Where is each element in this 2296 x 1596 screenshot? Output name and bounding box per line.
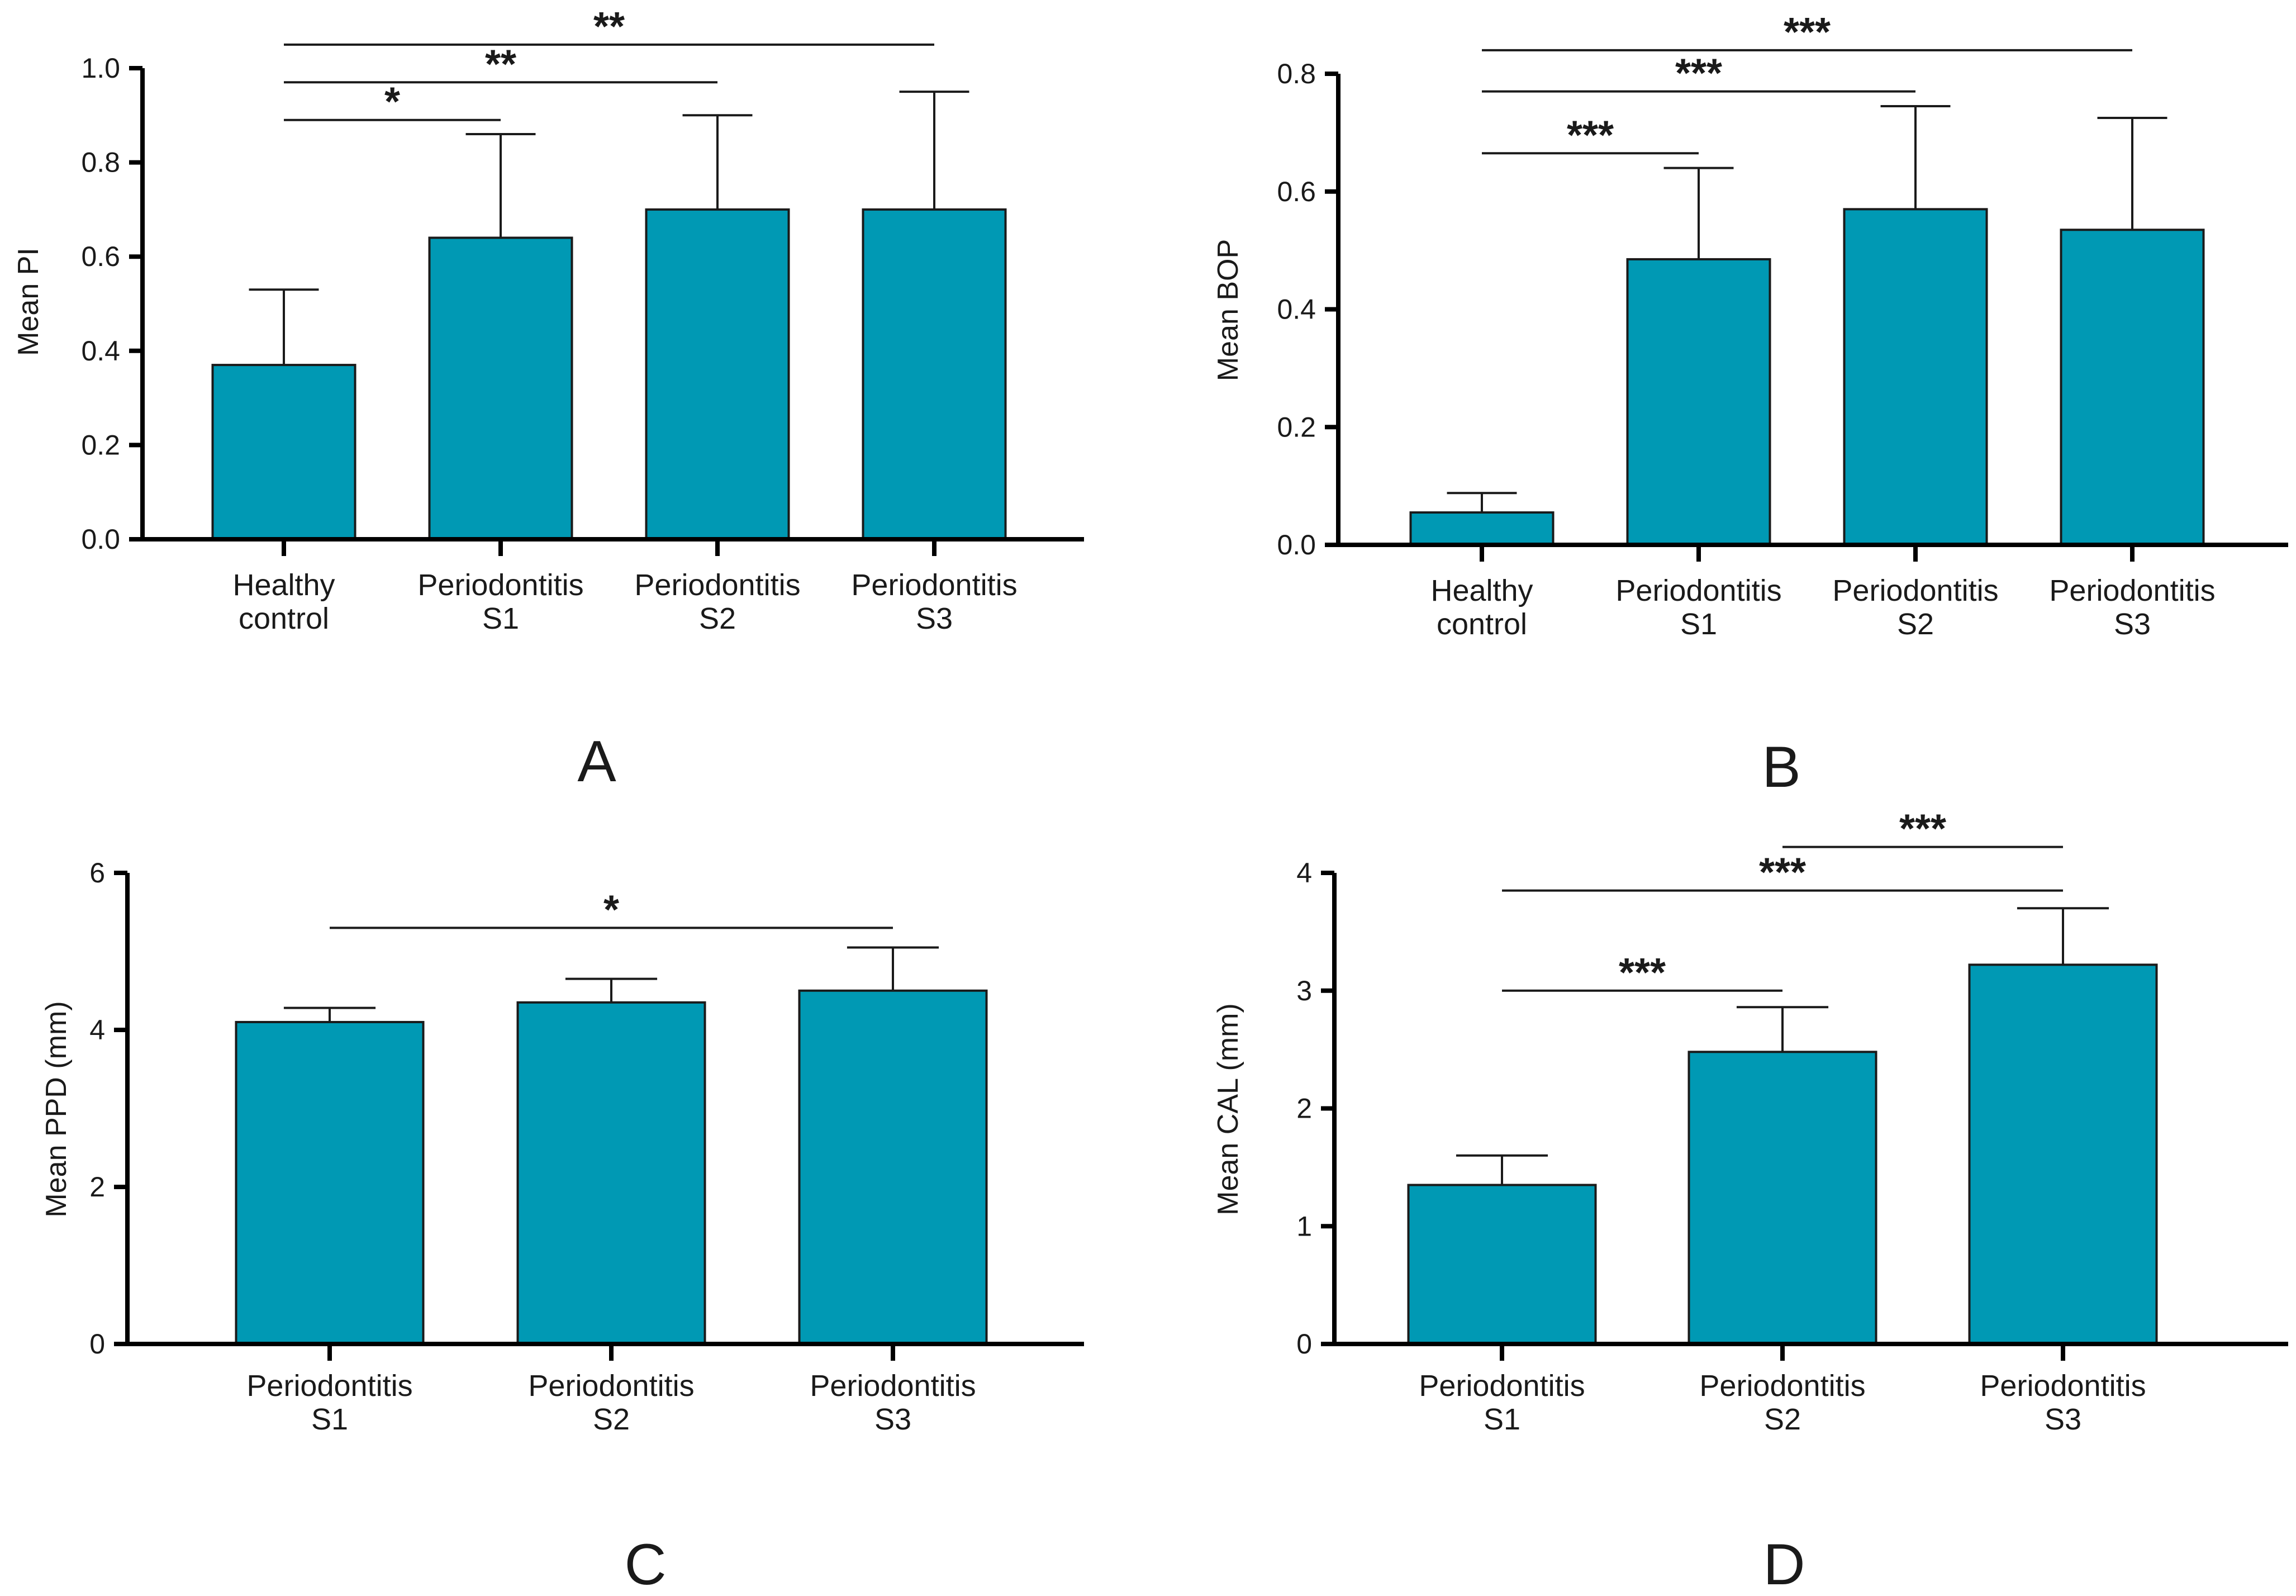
bar [645, 208, 790, 540]
y-tick-label: 0.8 [1277, 58, 1316, 89]
bar [1626, 258, 1771, 546]
x-tick-label: S3 [2045, 1403, 2081, 1436]
y-tick-label: 3 [1296, 975, 1312, 1006]
significance-marker: * [603, 887, 619, 932]
x-tick-label: S2 [593, 1403, 630, 1436]
panel-label: D [1763, 1532, 1805, 1596]
panel-label: C [624, 1532, 666, 1596]
bar [235, 1020, 425, 1345]
y-tick-label: 1 [1296, 1210, 1312, 1242]
bar [1968, 963, 2158, 1345]
y-tick-label: 1.0 [81, 53, 120, 84]
x-tick-label: control [1437, 607, 1527, 641]
bar [1687, 1051, 1877, 1345]
panel-label: A [577, 729, 616, 794]
x-tick-label: Periodontitis [634, 568, 800, 602]
x-tick-label: S2 [1897, 607, 1934, 641]
significance-marker: ** [485, 42, 516, 87]
x-tick-label: S1 [482, 602, 519, 635]
y-axis-label: Mean CAL (mm) [1212, 1003, 1244, 1215]
bar [516, 1001, 706, 1345]
chart-panel-c: 0246PeriodontitisS1PeriodontitisS2Period… [40, 857, 1084, 1596]
y-tick-label: 0.0 [81, 524, 120, 555]
y-tick-label: 2 [1296, 1093, 1312, 1124]
significance-marker: *** [1619, 951, 1666, 995]
y-tick-label: 0.0 [1277, 529, 1316, 560]
x-tick-label: Healthy [232, 568, 335, 602]
x-tick-label: S2 [699, 602, 736, 635]
y-axis-label: Mean BOP [1212, 239, 1244, 381]
y-tick-label: 0 [1296, 1328, 1312, 1360]
x-tick-label: Periodontitis [810, 1369, 976, 1403]
y-tick-label: 0.2 [81, 429, 120, 460]
y-tick-label: 4 [1296, 857, 1312, 889]
bar [1843, 208, 1988, 546]
significance-marker: * [384, 80, 400, 125]
x-tick-label: Healthy [1430, 574, 1533, 607]
x-tick-label: Periodontitis [528, 1369, 694, 1403]
y-tick-label: 0.6 [81, 241, 120, 272]
x-tick-label: Periodontitis [1699, 1369, 1865, 1403]
significance-marker: *** [1759, 851, 1806, 895]
bar [211, 364, 356, 541]
y-tick-label: 0 [89, 1328, 105, 1360]
significance-marker: ** [593, 4, 625, 49]
bar [1409, 511, 1555, 547]
x-tick-label: Periodontitis [417, 568, 583, 602]
x-tick-label: Periodontitis [1419, 1369, 1585, 1403]
x-tick-label: S3 [2114, 607, 2151, 641]
bar [428, 236, 573, 541]
significance-marker: *** [1675, 51, 1722, 96]
bar [2060, 229, 2205, 546]
x-tick-label: Periodontitis [1615, 574, 1781, 607]
x-tick-label: Periodontitis [851, 568, 1017, 602]
significance-marker: *** [1899, 807, 1946, 852]
y-tick-label: 4 [89, 1014, 105, 1046]
y-tick-label: 0.4 [1277, 294, 1316, 325]
x-tick-label: S2 [1764, 1403, 1801, 1436]
y-tick-label: 6 [89, 857, 105, 889]
y-tick-label: 0.6 [1277, 176, 1316, 207]
significance-marker: *** [1784, 10, 1831, 55]
bar [798, 989, 988, 1345]
y-tick-label: 0.4 [81, 335, 120, 367]
x-tick-label: control [239, 602, 329, 635]
x-tick-label: S1 [1680, 607, 1717, 641]
y-tick-label: 2 [89, 1171, 105, 1203]
panel-label: B [1762, 735, 1800, 800]
x-tick-label: S3 [916, 602, 953, 635]
x-tick-label: Periodontitis [1832, 574, 1998, 607]
x-tick-label: Periodontitis [1980, 1369, 2146, 1403]
bar [862, 208, 1007, 540]
y-tick-label: 0.2 [1277, 411, 1316, 443]
significance-marker: *** [1567, 113, 1614, 158]
x-tick-label: S1 [1484, 1403, 1520, 1436]
chart-panel-d: 01234PeriodontitisS1PeriodontitisS2Perio… [1212, 807, 2288, 1596]
x-tick-label: Periodontitis [2049, 574, 2215, 607]
x-tick-label: S1 [311, 1403, 348, 1436]
bar [1407, 1184, 1597, 1346]
y-axis-label: Mean PI [12, 248, 45, 356]
x-tick-label: Periodontitis [246, 1369, 412, 1403]
x-tick-label: S3 [874, 1403, 911, 1436]
y-axis-label: Mean PPD (mm) [40, 1001, 73, 1217]
y-tick-label: 0.8 [81, 147, 120, 178]
